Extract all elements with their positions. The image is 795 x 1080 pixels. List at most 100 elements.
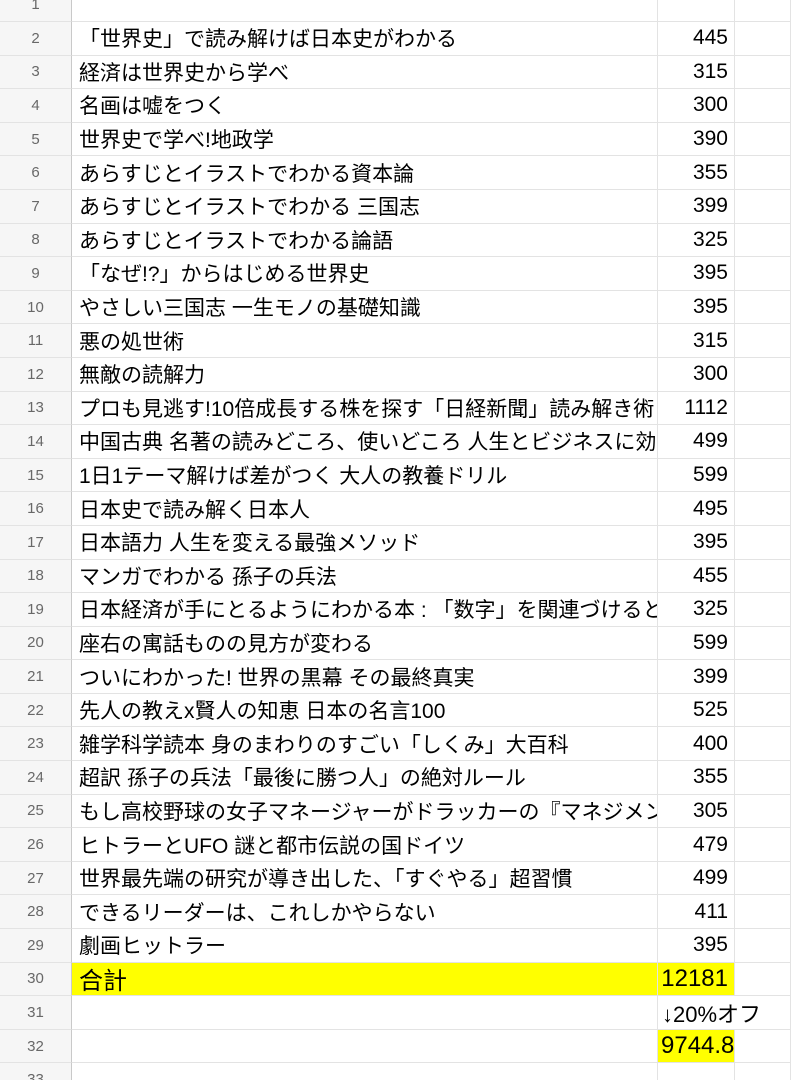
empty-cell[interactable] — [735, 559, 791, 594]
book-title-cell[interactable]: 1日1テーマ解けば差がつく 大人の教養ドリル — [72, 458, 658, 493]
book-title-cell[interactable]: 名画は嘘をつく — [72, 89, 658, 123]
row-header[interactable]: 28 — [0, 895, 72, 930]
empty-cell[interactable] — [735, 22, 791, 56]
book-title-cell[interactable]: 超訳 孫子の兵法「最後に勝つ人」の絶対ルール — [72, 761, 658, 795]
empty-cell[interactable] — [735, 660, 791, 694]
price-cell[interactable]: 411 — [658, 895, 735, 930]
empty-cell[interactable] — [735, 761, 791, 795]
row-header[interactable]: 7 — [0, 189, 72, 224]
empty-cell[interactable] — [735, 290, 791, 325]
price-cell[interactable]: 1112 — [658, 391, 735, 426]
price-cell[interactable]: 300 — [658, 89, 735, 123]
book-title-cell[interactable]: マンガでわかる 孫子の兵法 — [72, 559, 658, 594]
book-title-cell[interactable]: 無敵の読解力 — [72, 357, 658, 392]
empty-cell[interactable] — [735, 89, 791, 123]
row-header[interactable]: 11 — [0, 324, 72, 358]
price-cell[interactable]: 400 — [658, 727, 735, 762]
empty-cell[interactable] — [735, 861, 791, 896]
row-header[interactable]: 8 — [0, 223, 72, 258]
empty-cell[interactable] — [735, 257, 791, 291]
row-header[interactable]: 10 — [0, 290, 72, 325]
book-title-cell[interactable]: プロも見逃す!10倍成長する株を探す「日経新聞」読み解き術 — [72, 391, 658, 426]
row-header[interactable]: 25 — [0, 794, 72, 829]
book-title-cell[interactable]: 「なぜ!?」からはじめる世界史 — [72, 257, 658, 291]
row-header[interactable]: 27 — [0, 861, 72, 896]
price-cell[interactable]: 445 — [658, 22, 735, 56]
book-title-cell[interactable]: 日本語力 人生を変える最強メソッド — [72, 525, 658, 560]
empty-cell[interactable] — [735, 895, 791, 930]
book-title-cell[interactable]: 先人の教えx賢人の知恵 日本の名言100 — [72, 693, 658, 728]
book-title-cell[interactable] — [72, 1063, 658, 1080]
empty-cell[interactable] — [735, 1029, 791, 1064]
price-cell[interactable]: 399 — [658, 660, 735, 694]
empty-cell[interactable] — [735, 492, 791, 526]
book-title-cell[interactable] — [72, 1029, 658, 1064]
row-header[interactable]: 19 — [0, 593, 72, 627]
price-cell[interactable]: 315 — [658, 324, 735, 358]
row-header[interactable]: 5 — [0, 122, 72, 157]
empty-cell[interactable] — [735, 593, 791, 627]
book-title-cell[interactable]: もし高校野球の女子マネージャーがドラッカーの『マネジメン — [72, 794, 658, 829]
row-header[interactable]: 33 — [0, 1063, 72, 1080]
book-title-cell[interactable]: 座右の寓話ものの見方が変わる — [72, 626, 658, 661]
book-title-cell[interactable]: できるリーダーは、これしかやらない — [72, 895, 658, 930]
empty-cell[interactable] — [735, 324, 791, 358]
row-header[interactable]: 17 — [0, 525, 72, 560]
row-header[interactable]: 12 — [0, 357, 72, 392]
row-header[interactable]: 1 — [0, 0, 72, 22]
price-cell[interactable]: 525 — [658, 693, 735, 728]
price-cell[interactable]: 599 — [658, 626, 735, 661]
book-title-cell[interactable]: あらすじとイラストでわかる 三国志 — [72, 189, 658, 224]
price-cell[interactable] — [658, 1063, 735, 1080]
price-cell[interactable]: 395 — [658, 525, 735, 560]
empty-cell[interactable] — [735, 357, 791, 392]
row-header[interactable]: 31 — [0, 996, 72, 1030]
book-title-cell[interactable]: ヒトラーとUFO 謎と都市伝説の国ドイツ — [72, 828, 658, 862]
price-cell[interactable]: 355 — [658, 761, 735, 795]
price-cell[interactable] — [658, 0, 735, 22]
row-header[interactable]: 29 — [0, 929, 72, 963]
book-title-cell[interactable]: 世界史で学べ!地政学 — [72, 122, 658, 157]
row-header[interactable]: 3 — [0, 55, 72, 90]
row-header[interactable]: 21 — [0, 660, 72, 694]
price-cell[interactable]: 499 — [658, 861, 735, 896]
price-cell[interactable]: 355 — [658, 156, 735, 190]
book-title-cell[interactable]: 劇画ヒットラー — [72, 929, 658, 963]
book-title-cell[interactable]: ついにわかった! 世界の黒幕 その最終真実 — [72, 660, 658, 694]
row-header[interactable]: 26 — [0, 828, 72, 862]
book-title-cell[interactable] — [72, 0, 658, 22]
row-header[interactable]: 32 — [0, 1029, 72, 1064]
empty-cell[interactable] — [735, 996, 791, 1030]
book-title-cell[interactable]: 経済は世界史から学べ — [72, 55, 658, 90]
row-header[interactable]: 24 — [0, 761, 72, 795]
row-header[interactable]: 30 — [0, 962, 72, 997]
empty-cell[interactable] — [735, 189, 791, 224]
price-cell[interactable]: 495 — [658, 492, 735, 526]
empty-cell[interactable] — [735, 727, 791, 762]
book-title-cell[interactable]: 「世界史」で読み解けば日本史がわかる — [72, 22, 658, 56]
price-cell[interactable]: 325 — [658, 593, 735, 627]
row-header[interactable]: 20 — [0, 626, 72, 661]
total-value-cell[interactable]: 12181 — [658, 962, 735, 997]
empty-cell[interactable] — [735, 122, 791, 157]
total-value-cell[interactable]: 9744.8 — [658, 1029, 735, 1064]
empty-cell[interactable] — [735, 55, 791, 90]
book-title-cell[interactable]: 悪の処世術 — [72, 324, 658, 358]
book-title-cell[interactable]: 中国古典 名著の読みどころ、使いどころ 人生とビジネスに効 — [72, 425, 658, 459]
empty-cell[interactable] — [735, 0, 791, 22]
empty-cell[interactable] — [735, 525, 791, 560]
empty-cell[interactable] — [735, 962, 791, 997]
book-title-cell[interactable]: 日本史で読み解く日本人 — [72, 492, 658, 526]
price-cell[interactable]: 300 — [658, 357, 735, 392]
price-cell[interactable]: 325 — [658, 223, 735, 258]
empty-cell[interactable] — [735, 794, 791, 829]
price-cell[interactable]: 395 — [658, 290, 735, 325]
empty-cell[interactable] — [735, 458, 791, 493]
empty-cell[interactable] — [735, 223, 791, 258]
row-header[interactable]: 18 — [0, 559, 72, 594]
row-header[interactable]: 14 — [0, 425, 72, 459]
price-cell[interactable]: 455 — [658, 559, 735, 594]
price-cell[interactable]: 499 — [658, 425, 735, 459]
row-header[interactable]: 2 — [0, 22, 72, 56]
row-header[interactable]: 22 — [0, 693, 72, 728]
